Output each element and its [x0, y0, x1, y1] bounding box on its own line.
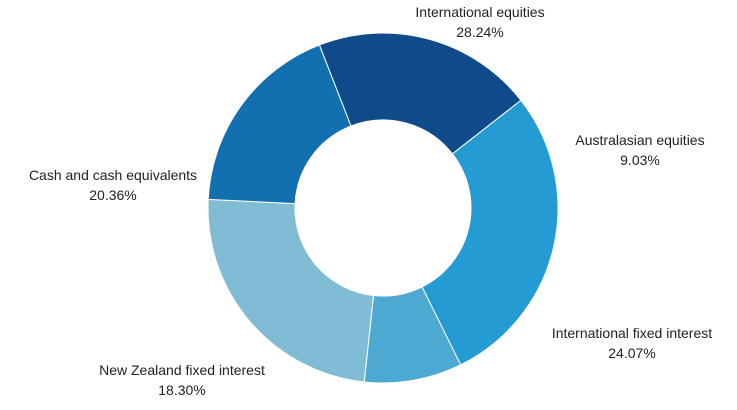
slice-labels: International equities 28.24% Australasi… [29, 4, 712, 398]
label-australasian-equities-value: 9.03% [620, 152, 660, 168]
label-new-zealand-fixed-interest-name: New Zealand fixed interest [99, 362, 265, 378]
slice-international-equities [421, 99, 559, 366]
donut-slices [207, 32, 559, 384]
label-international-equities-name: International equities [415, 4, 544, 20]
slice-international-fixed-interest [207, 198, 375, 383]
label-cash-and-cash-equivalents-name: Cash and cash equivalents [29, 167, 197, 183]
label-international-fixed-interest-value: 24.07% [608, 345, 655, 361]
label-cash-and-cash-equivalents-value: 20.36% [89, 187, 136, 203]
label-australasian-equities-name: Australasian equities [575, 132, 704, 148]
slice-cash-and-cash-equivalents [318, 32, 522, 155]
slice-new-zealand-fixed-interest [207, 44, 352, 205]
label-new-zealand-fixed-interest-value: 18.30% [158, 382, 205, 398]
label-international-equities-value: 28.24% [456, 24, 503, 40]
label-international-fixed-interest-name: International fixed interest [552, 325, 712, 341]
